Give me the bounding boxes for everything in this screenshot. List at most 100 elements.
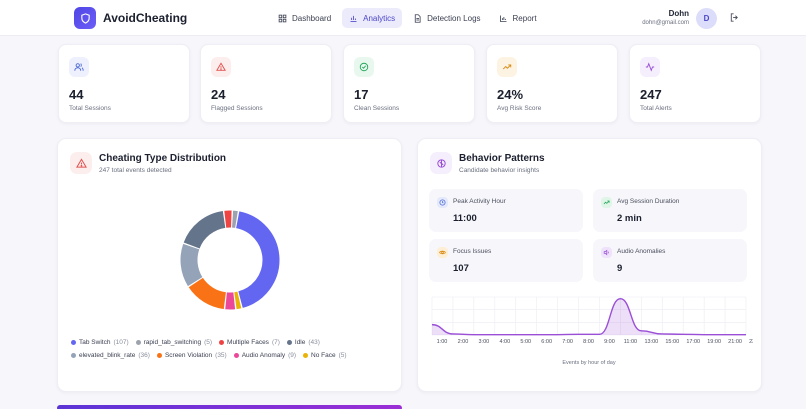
legend-label: elevated_blink_rate [79,352,136,359]
x-tick-label: 4:00 [499,339,510,345]
legend-item[interactable]: Screen Violation (35) [156,352,227,359]
donut-slice[interactable] [234,291,242,310]
x-tick-label: 17:00 [686,339,700,345]
stat-value: 44 [69,87,84,102]
x-tick-label: 19:00 [707,339,721,345]
trend-up-icon [497,57,517,77]
nav-label: Report [512,13,537,23]
x-tick-label: 2:00 [458,339,469,345]
x-tick-label: 13:00 [644,339,658,345]
insight-label: Audio Anomalies [617,248,666,255]
legend-swatch [303,353,309,358]
stat-value: 247 [640,87,662,102]
x-tick-label: 8:00 [583,339,594,345]
legend-count: (36) [138,352,150,359]
shield-logo-icon[interactable] [74,7,96,29]
donut-slice[interactable] [235,211,280,308]
x-axis-caption: Events by hour of day [562,360,615,366]
panel-title: Behavior Patterns [459,153,545,164]
legend-label: Tab Switch [79,339,111,346]
warning-icon [70,152,92,174]
legend-count: (43) [308,339,320,346]
nav-detection-logs[interactable]: Detection Logs [406,8,487,28]
x-tick-label: 21:00 [728,339,742,345]
legend-item[interactable]: Idle (43) [286,339,320,346]
x-tick-label: 11:00 [624,339,637,345]
legend-item[interactable]: elevated_blink_rate (36) [71,352,150,359]
series-area [432,298,746,335]
top-header: AvoidCheating Dashboard Analytics Detect… [0,0,806,36]
legend-count: (107) [113,339,129,346]
nav-label: Dashboard [292,13,332,23]
panel-subtitle: 247 total events detected [99,167,172,174]
chart-icon [499,15,507,22]
legend-item[interactable]: rapid_tab_switching (5) [135,339,213,346]
legend-label: Idle [294,339,306,346]
legend-swatch [233,353,239,358]
legend-item[interactable]: Audio Anomaly (9) [233,352,296,359]
insight-value: 9 [617,263,623,274]
legend-label: rapid_tab_switching [143,339,202,346]
nav-analytics[interactable]: Analytics [342,8,403,28]
donut-slice[interactable] [188,277,227,310]
hourly-events-chart: 1:00 2:00 3:00 4:00 5:00 6:00 7:00 8:00 9:00 11:0… [431,296,753,366]
grid-icon [278,14,287,22]
series-line[interactable] [431,298,746,336]
logout-icon[interactable] [729,12,740,23]
x-tick-label: 15:00 [665,339,679,345]
insight-audio-anomalies: Audio Anomalies 9 [593,239,747,282]
legend-label: Screen Violation [164,352,213,359]
legend-swatch [219,340,225,345]
insight-label: Peak Activity Hour [453,198,506,205]
nav-report[interactable]: Report [492,8,544,28]
legend-item[interactable]: Tab Switch (107) [71,339,129,346]
insight-label: Avg Session Duration [617,198,680,205]
avatar[interactable]: D [696,8,717,29]
legend-label: Audio Anomaly [241,352,286,359]
insight-value: 2 min [617,213,642,224]
stat-card-clean-sessions: 17 Clean Sessions [343,44,475,123]
users-icon [69,57,89,77]
insight-value: 107 [453,263,469,274]
warning-icon [211,57,231,77]
legend-count: (5) [338,352,347,359]
stat-label: Total Alerts [640,105,672,112]
legend-swatch [71,340,76,345]
bottom-banner [57,405,402,409]
x-tick-label: 3:00 [479,339,490,345]
distribution-panel: Cheating Type Distribution 247 total eve… [57,138,402,392]
brand-name[interactable]: AvoidCheating [103,11,188,25]
stat-label: Flagged Sessions [211,105,263,112]
insight-value: 11:00 [453,213,477,224]
x-tick-label: 1:00 [437,339,448,345]
nav-dashboard[interactable]: Dashboard [271,8,338,28]
donut-slice[interactable] [183,211,226,249]
user-email: dohn@gmail.com [642,20,689,26]
insight-focus-issues: Focus Issues 107 [429,239,583,282]
stat-label: Clean Sessions [354,105,400,112]
legend-item[interactable]: No Face (5) [303,352,347,359]
legend-swatch [71,353,76,358]
nav-label: Detection Logs [427,13,481,23]
check-circle-icon [354,57,374,77]
behavior-panel: Behavior Patterns Candidate behavior ins… [417,138,762,392]
legend-swatch [156,353,162,358]
donut-slice[interactable] [180,243,203,287]
stat-card-total-sessions: 44 Total Sessions [58,44,190,123]
x-tick-label: 23:00 [749,339,753,345]
legend-swatch [135,340,141,345]
x-tick-label: 9:00 [604,339,615,345]
bar-chart-icon [350,15,357,22]
user-name: Dohn [668,9,689,18]
clock-icon [437,197,448,208]
nav-label: Analytics [363,13,396,23]
trend-up-icon [601,197,612,208]
legend-swatch [286,340,292,345]
legend-count: (5) [204,339,213,346]
x-tick-label: 5:00 [520,339,531,345]
eye-icon [437,247,448,258]
stat-card-total-alerts: 247 Total Alerts [629,44,761,123]
stat-label: Avg Risk Score [497,105,542,112]
legend-item[interactable]: Multiple Faces (7) [219,339,280,346]
stat-value: 24% [497,87,524,102]
